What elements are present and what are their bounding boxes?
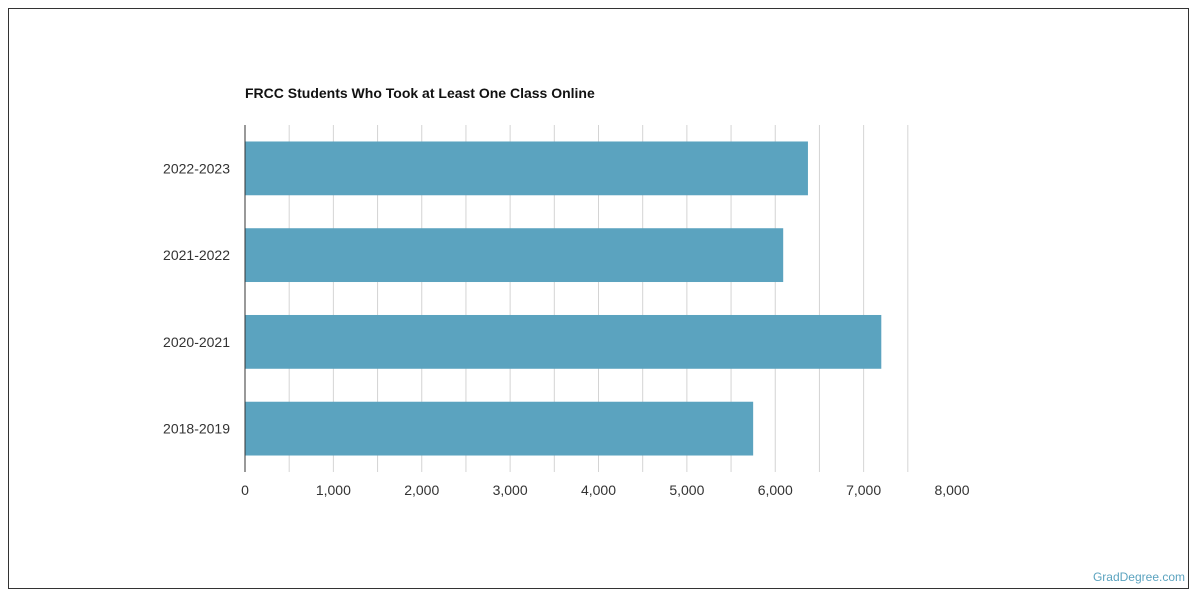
x-tick-label: 3,000	[493, 482, 528, 498]
x-tick-label: 6,000	[758, 482, 793, 498]
bar	[245, 314, 882, 369]
bar	[245, 228, 784, 283]
x-tick-label: 0	[241, 482, 249, 498]
bar	[245, 401, 754, 456]
bars	[245, 141, 882, 456]
tick-labels: 0 1,000 2,000 3,000 4,000 5,000 6,000 7,000 8,00…	[163, 160, 970, 498]
x-tick-label: 4,000	[581, 482, 616, 498]
chart-title: FRCC Students Who Took at Least One Clas…	[245, 85, 595, 101]
y-tick-label: 2018-2019	[163, 421, 230, 437]
y-tick-label: 2020-2021	[163, 334, 230, 350]
y-tick-label: 2021-2022	[163, 247, 230, 263]
x-tick-label: 5,000	[669, 482, 704, 498]
y-tick-label: 2022-2023	[163, 160, 230, 176]
x-tick-label: 8,000	[934, 482, 969, 498]
x-tick-label: 7,000	[846, 482, 881, 498]
x-tick-label: 2,000	[404, 482, 439, 498]
bar	[245, 141, 808, 196]
source-credit-link[interactable]: GradDegree.com	[1092, 570, 1185, 584]
x-tick-label: 1,000	[316, 482, 351, 498]
